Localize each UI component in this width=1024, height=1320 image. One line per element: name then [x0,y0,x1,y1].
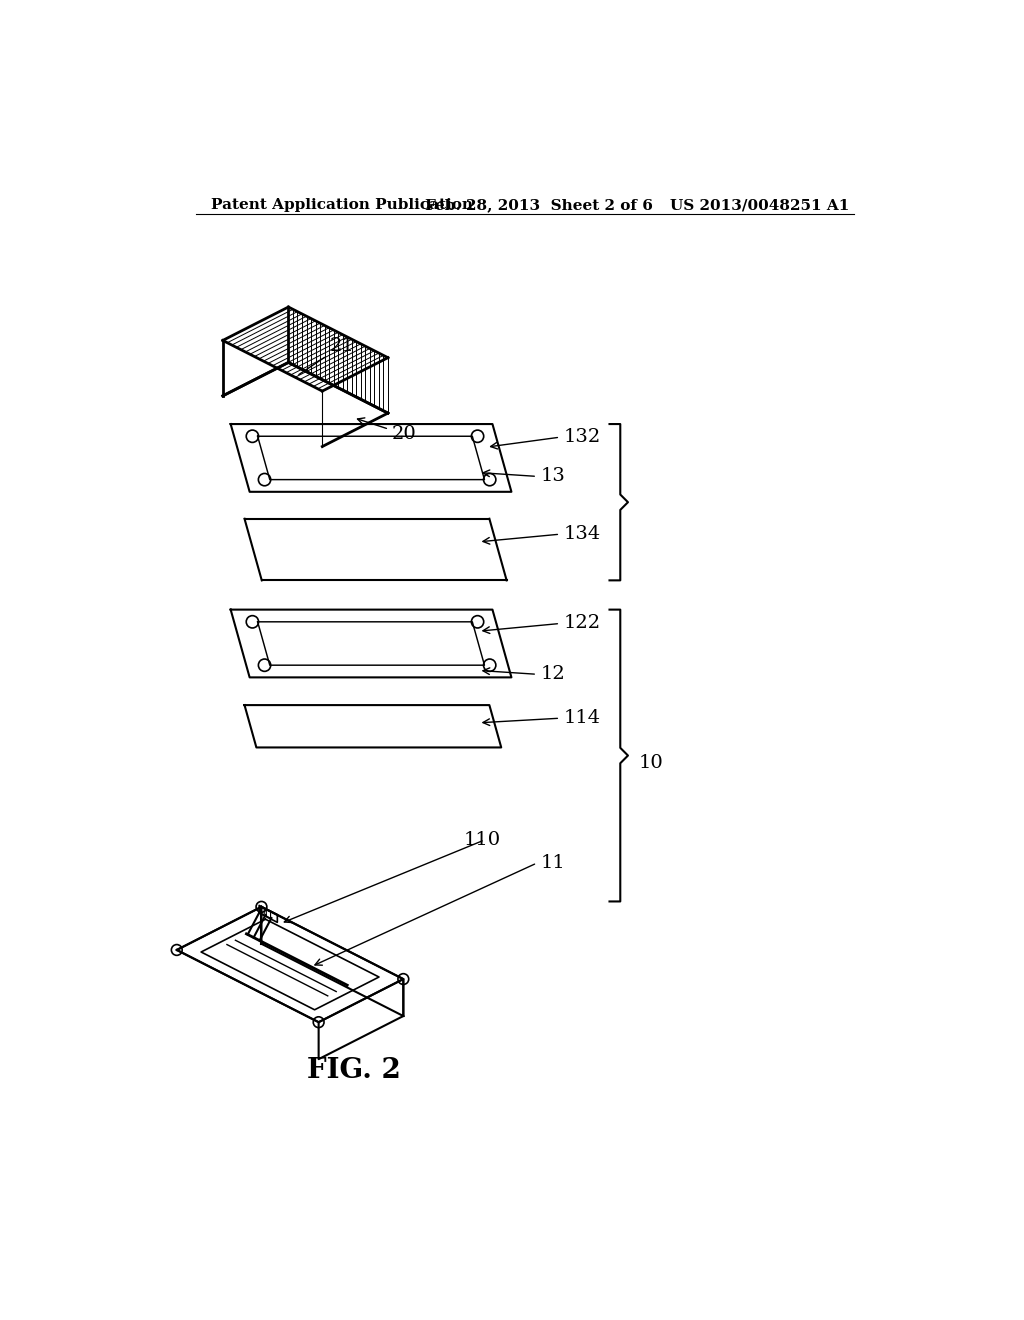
Circle shape [246,430,259,442]
Text: 12: 12 [541,665,565,684]
Text: 110: 110 [463,830,501,849]
Circle shape [171,945,182,956]
Text: Feb. 28, 2013  Sheet 2 of 6: Feb. 28, 2013 Sheet 2 of 6 [425,198,652,213]
Circle shape [398,974,409,985]
Text: US 2013/0048251 A1: US 2013/0048251 A1 [670,198,849,213]
Text: 20: 20 [357,418,417,444]
Circle shape [313,1016,324,1027]
Text: Patent Application Publication: Patent Application Publication [211,198,473,213]
Circle shape [471,430,483,442]
Text: 132: 132 [564,428,601,446]
Circle shape [256,902,267,912]
Circle shape [483,659,496,672]
Text: 134: 134 [564,525,601,543]
Text: 21: 21 [299,337,354,375]
Circle shape [258,474,270,486]
Text: 11: 11 [541,854,565,873]
Text: 122: 122 [564,615,601,632]
Text: 13: 13 [541,467,566,486]
Circle shape [258,659,270,672]
Circle shape [483,474,496,486]
Circle shape [246,615,259,628]
Text: 114: 114 [564,709,601,727]
Text: 10: 10 [639,754,664,772]
Circle shape [471,615,483,628]
Text: FIG. 2: FIG. 2 [307,1057,400,1084]
